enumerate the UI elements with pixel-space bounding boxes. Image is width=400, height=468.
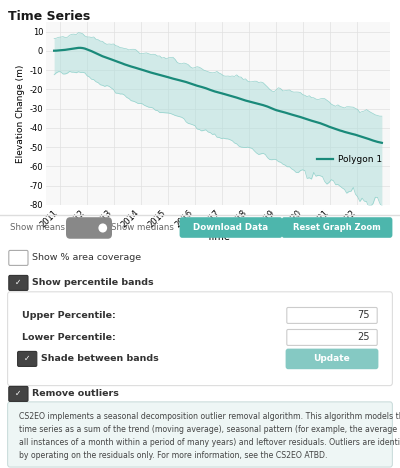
Text: ✓: ✓ [24,354,30,364]
Y-axis label: Elevation Change (m): Elevation Change (m) [16,64,26,163]
Text: Reset Graph Zoom: Reset Graph Zoom [293,223,381,232]
Text: Show means: Show means [10,223,65,232]
Text: Show percentile bands: Show percentile bands [32,278,154,287]
X-axis label: Time: Time [206,232,230,242]
Text: Remove outliers: Remove outliers [32,389,119,398]
Text: 75: 75 [358,310,370,321]
Text: by operating on the residuals only. For more information, see the CS2EO ATBD.: by operating on the residuals only. For … [19,451,327,460]
Text: Upper Percentile:: Upper Percentile: [22,311,116,320]
Text: Show medians: Show medians [111,223,174,232]
Text: CS2EO implements a seasonal decomposition outlier removal algorithm. This algori: CS2EO implements a seasonal decompositio… [19,412,400,421]
Text: 25: 25 [358,332,370,343]
Text: time series as a sum of the trend (moving average), seasonal pattern (for exampl: time series as a sum of the trend (movin… [19,425,400,434]
Legend: Polygon 1: Polygon 1 [313,151,386,168]
Text: all instances of a month within a period of many years) and leftover residuals. : all instances of a month within a period… [19,438,400,447]
Text: Shade between bands: Shade between bands [41,354,158,364]
Text: Show % area coverage: Show % area coverage [32,253,141,263]
Text: Download Data: Download Data [194,223,268,232]
Text: Time Series: Time Series [8,10,90,23]
Text: Update: Update [314,354,350,364]
Text: ✓: ✓ [15,278,22,287]
Text: Lower Percentile:: Lower Percentile: [22,333,116,342]
Text: ✓: ✓ [15,389,22,398]
